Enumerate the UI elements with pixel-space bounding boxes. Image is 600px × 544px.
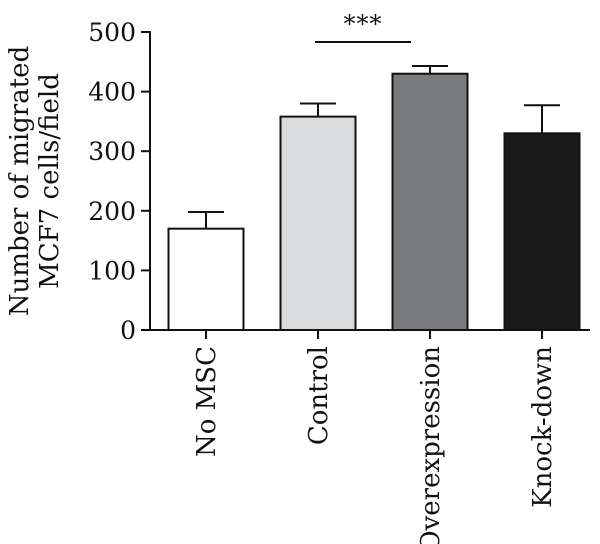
bar-control <box>279 115 357 331</box>
y-axis-label: Number of migrated MCF7 cells/field <box>5 46 65 316</box>
significance-label: *** <box>344 10 383 38</box>
bars <box>167 72 581 331</box>
bar-overexpression <box>391 72 469 331</box>
y-tick-label: 0 <box>120 316 136 345</box>
bar-knock-down <box>503 132 581 331</box>
x-category-label: Overexpression <box>416 346 446 544</box>
y-axis-title-line: MCF7 cells/field <box>35 73 65 289</box>
y-tick-label: 100 <box>88 256 136 285</box>
significance-annotation: *** <box>315 10 411 43</box>
y-tick-label: 400 <box>88 78 136 107</box>
x-category-label: No MSC <box>192 346 222 457</box>
y-tick-label: 200 <box>88 197 136 226</box>
x-axis-labels: No MSC Control Overexpression Knock-down <box>192 330 558 544</box>
y-tick-label: 300 <box>88 137 136 166</box>
x-category-label: Knock-down <box>528 346 558 508</box>
y-axis-title-line: Number of migrated <box>5 46 35 316</box>
y-axis-ticks: 0 100 200 300 400 500 <box>88 18 150 345</box>
y-tick-label: 500 <box>88 18 136 47</box>
error-bars <box>188 64 560 229</box>
bar-no-msc <box>167 227 245 331</box>
x-category-label: Control <box>304 346 334 445</box>
